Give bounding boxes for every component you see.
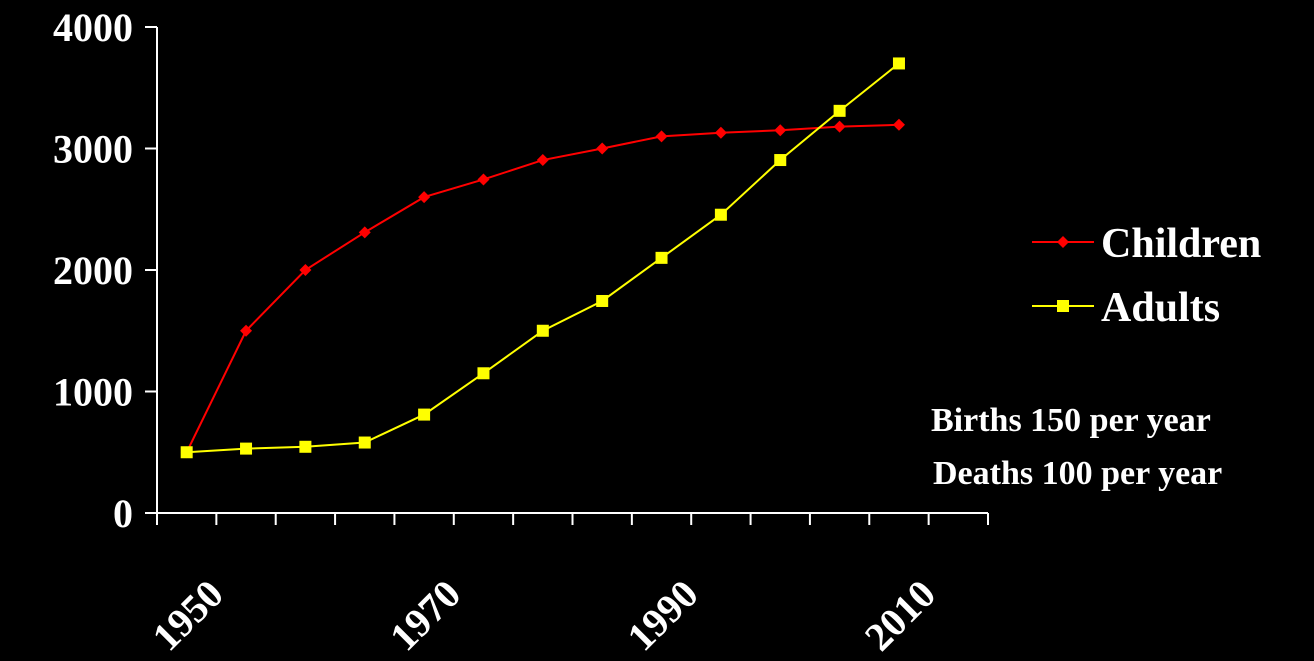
- x-tick-label: 1990: [618, 571, 706, 659]
- data-point-adults: [833, 104, 846, 117]
- legend-item-adults: Adults: [1032, 285, 1220, 331]
- data-point-adults: [299, 440, 312, 453]
- x-axis: 1950 1970 1990 2010: [143, 512, 989, 659]
- data-point-children: [358, 226, 371, 239]
- data-point-children: [655, 130, 668, 143]
- data-point-adults: [596, 294, 609, 307]
- legend: Children Adults: [1032, 221, 1261, 331]
- data-point-adults: [536, 324, 549, 337]
- data-point-adults: [418, 408, 431, 421]
- data-point-children: [418, 191, 431, 204]
- data-point-children: [833, 120, 846, 133]
- data-point-children: [892, 118, 905, 131]
- y-tick-label: 1000: [53, 370, 133, 415]
- y-tick-label: 0: [113, 491, 133, 536]
- data-point-children: [536, 154, 549, 167]
- data-point-adults: [774, 154, 787, 167]
- data-point-children: [774, 124, 787, 137]
- data-point-children: [477, 173, 490, 186]
- series-layer: [180, 57, 905, 459]
- y-tick-label: 3000: [53, 127, 133, 172]
- data-point-adults: [714, 208, 727, 221]
- data-point-children: [299, 264, 312, 276]
- annotation-text: Deaths 100 per year: [933, 455, 1222, 492]
- legend-label: Children: [1101, 221, 1261, 267]
- data-point-adults: [240, 442, 253, 455]
- data-point-children: [714, 126, 727, 139]
- data-point-adults: [477, 367, 490, 380]
- annotation-text: Births 150 per year: [931, 402, 1211, 439]
- series-line-children: [185, 123, 899, 453]
- legend-label: Adults: [1101, 285, 1220, 331]
- data-point-children: [240, 324, 253, 337]
- series-adults: [180, 57, 905, 459]
- y-tick-label: 2000: [53, 248, 133, 293]
- x-tick-label: 1970: [381, 571, 469, 659]
- data-point-adults: [358, 436, 371, 449]
- data-point-adults: [180, 446, 193, 459]
- y-axis: 0 1000 2000 3000 4000: [53, 5, 158, 536]
- series-line-adults: [186, 62, 900, 454]
- x-tick-label: 2010: [856, 571, 944, 659]
- x-tick-label: 1950: [143, 571, 231, 659]
- data-point-children: [596, 142, 609, 155]
- legend-swatch-marker: [1057, 300, 1069, 312]
- legend-item-children: Children: [1032, 221, 1261, 267]
- legend-swatch-marker: [1057, 236, 1069, 248]
- annotations: Births 150 per year Deaths 100 per year: [931, 402, 1222, 492]
- y-tick-label: 4000: [53, 5, 133, 50]
- series-children: [180, 118, 905, 459]
- data-point-adults: [892, 57, 905, 70]
- data-point-adults: [655, 251, 668, 264]
